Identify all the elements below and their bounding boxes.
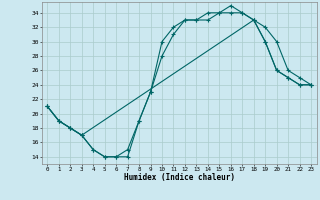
X-axis label: Humidex (Indice chaleur): Humidex (Indice chaleur) — [124, 173, 235, 182]
